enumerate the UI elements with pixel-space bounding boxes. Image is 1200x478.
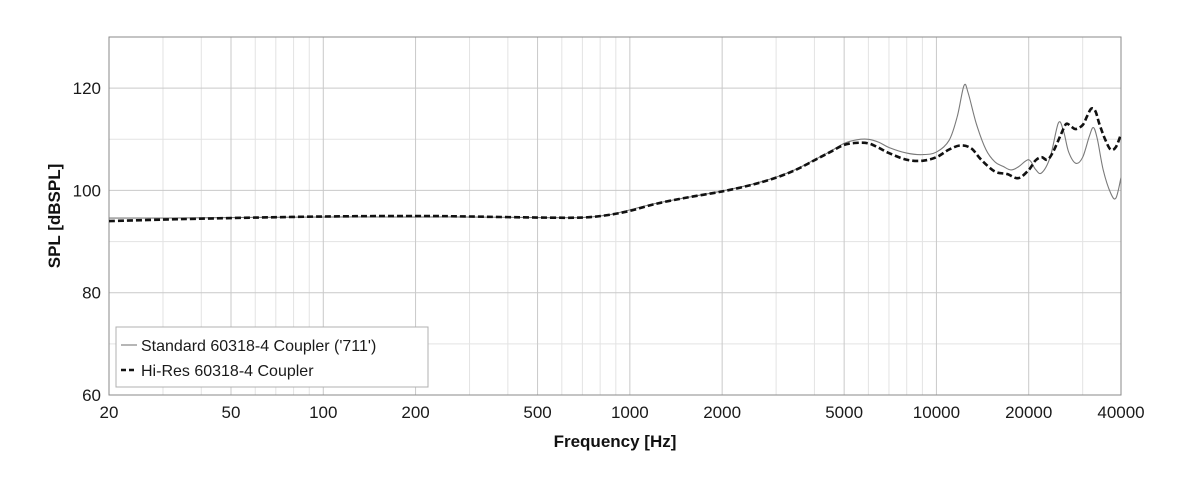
x-tick-label: 10000 [913,403,960,422]
series-layer [109,83,1121,223]
legend: Standard 60318-4 Coupler ('711') Hi-Res … [115,326,429,388]
x-tick-label: 1000 [611,403,649,422]
x-tick-label: 100 [309,403,337,422]
x-tick-label: 5000 [825,403,863,422]
legend-box [115,326,429,388]
y-tick-label: 60 [82,386,101,405]
x-axis-title: Frequency [Hz] [554,432,677,451]
x-tick-label: 20000 [1005,403,1052,422]
plot-area-frame [108,36,1122,396]
x-tick-labels: 20 50 100 200 500 1000 2000 5000 10000 20000 40000 [100,403,1145,422]
legend-label-standard: Standard 60318-4 Coupler ('711') [141,338,376,355]
series-line-standard [109,83,1121,219]
y-tick-label: 80 [82,284,101,303]
x-tick-label: 500 [523,403,551,422]
x-tick-label: 200 [401,403,429,422]
y-axis-title: SPL [dBSPL] [45,164,64,269]
y-tick-labels: 60 80 100 120 [73,79,101,405]
x-tick-label: 20 [100,403,119,422]
x-tick-label: 50 [222,403,241,422]
minor-gridlines [109,37,1121,395]
y-tick-label: 100 [73,181,101,200]
x-tick-label: 2000 [703,403,741,422]
legend-label-hires: Hi-Res 60318-4 Coupler [141,363,314,380]
series-line-hires [109,106,1121,223]
y-tick-label: 120 [73,79,101,98]
x-tick-label: 40000 [1097,403,1144,422]
